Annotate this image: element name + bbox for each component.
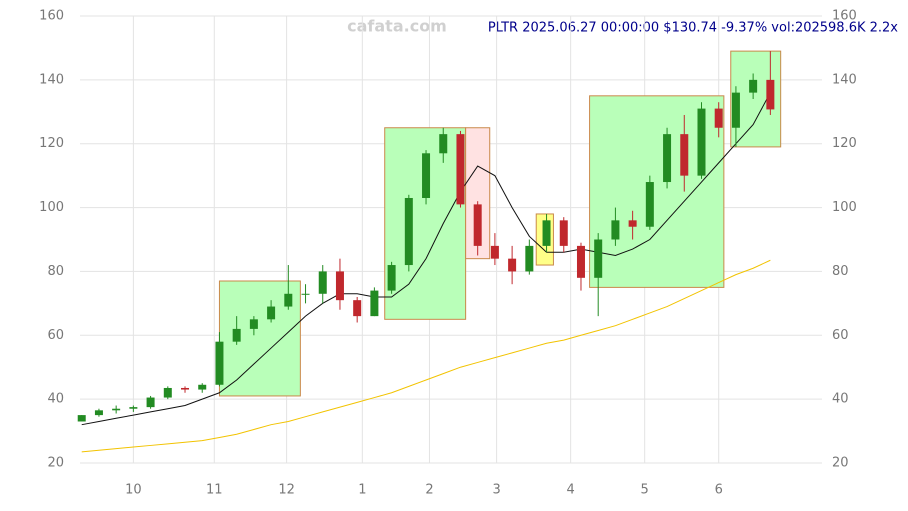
candle-body xyxy=(335,271,344,301)
candle-body xyxy=(645,182,654,227)
candle-body xyxy=(525,245,534,272)
candle-body xyxy=(628,220,637,227)
y-tick-label: 60 xyxy=(47,328,64,343)
y-tick-label: 160 xyxy=(832,9,857,24)
candle-body xyxy=(370,290,379,317)
candle-body xyxy=(473,204,482,246)
candle-body xyxy=(663,134,672,183)
candle-body xyxy=(284,293,293,307)
y-tick-label: 40 xyxy=(47,392,64,407)
y-tick-label: 140 xyxy=(39,72,64,87)
candle-body xyxy=(456,134,465,205)
candle-body xyxy=(215,341,224,385)
candle-body xyxy=(749,79,758,93)
x-tick-label: 4 xyxy=(567,483,575,498)
candle-body xyxy=(731,92,740,128)
candle-body xyxy=(198,384,207,390)
candle-body xyxy=(542,220,551,246)
watermark: cafata.com xyxy=(347,17,447,36)
moving-average xyxy=(81,259,771,453)
y-tick-label: 40 xyxy=(832,392,849,407)
candle-body xyxy=(232,328,241,342)
candle-body xyxy=(387,265,396,291)
candle-body xyxy=(94,410,103,416)
zone xyxy=(384,127,467,320)
y-tick-label: 120 xyxy=(39,136,64,151)
chart-title: PLTR 2025.06.27 00:00:00 $130.74 -9.37% … xyxy=(488,21,898,36)
x-tick-label: 6 xyxy=(715,483,723,498)
candle-body xyxy=(267,306,276,320)
candle-body xyxy=(353,300,362,317)
y-tick-label: 60 xyxy=(832,328,849,343)
x-tick-label: 11 xyxy=(206,483,223,498)
x-tick-label: 5 xyxy=(641,483,649,498)
candle-body xyxy=(559,220,568,246)
y-tick-label: 80 xyxy=(47,264,64,279)
candle-body xyxy=(301,293,310,295)
candle-body xyxy=(611,220,620,240)
y-tick-label: 100 xyxy=(832,200,857,215)
x-tick-label: 1 xyxy=(358,483,366,498)
y-tick-label: 80 xyxy=(832,264,849,279)
y-tick-label: 100 xyxy=(39,200,64,215)
candle-body xyxy=(714,108,723,128)
candle-body xyxy=(508,258,517,272)
candle-body xyxy=(766,79,775,110)
candle-body xyxy=(490,245,499,259)
candle-body xyxy=(112,408,121,411)
candle-body xyxy=(77,415,86,422)
candle-body xyxy=(680,134,689,176)
x-tick-label: 2 xyxy=(425,483,433,498)
candle-body xyxy=(404,197,413,266)
y-tick-label: 20 xyxy=(832,456,849,471)
y-tick-label: 160 xyxy=(39,9,64,24)
x-tick-label: 3 xyxy=(492,483,500,498)
candle-body xyxy=(439,134,448,154)
candle-body xyxy=(318,271,327,294)
candle-body xyxy=(163,387,172,398)
candle-body xyxy=(576,245,585,278)
candle-body xyxy=(594,239,603,278)
candle-body xyxy=(181,387,190,390)
y-tick-label: 20 xyxy=(47,456,64,471)
moving-average xyxy=(81,92,771,426)
candle-body xyxy=(146,397,155,408)
x-tick-label: 12 xyxy=(278,483,295,498)
candle-body xyxy=(249,319,258,329)
y-tick-label: 140 xyxy=(832,72,857,87)
x-tick-label: 10 xyxy=(125,483,142,498)
y-tick-label: 120 xyxy=(832,136,857,151)
candle-body xyxy=(129,407,138,409)
candle-body xyxy=(422,153,431,198)
candle-body xyxy=(697,108,706,176)
